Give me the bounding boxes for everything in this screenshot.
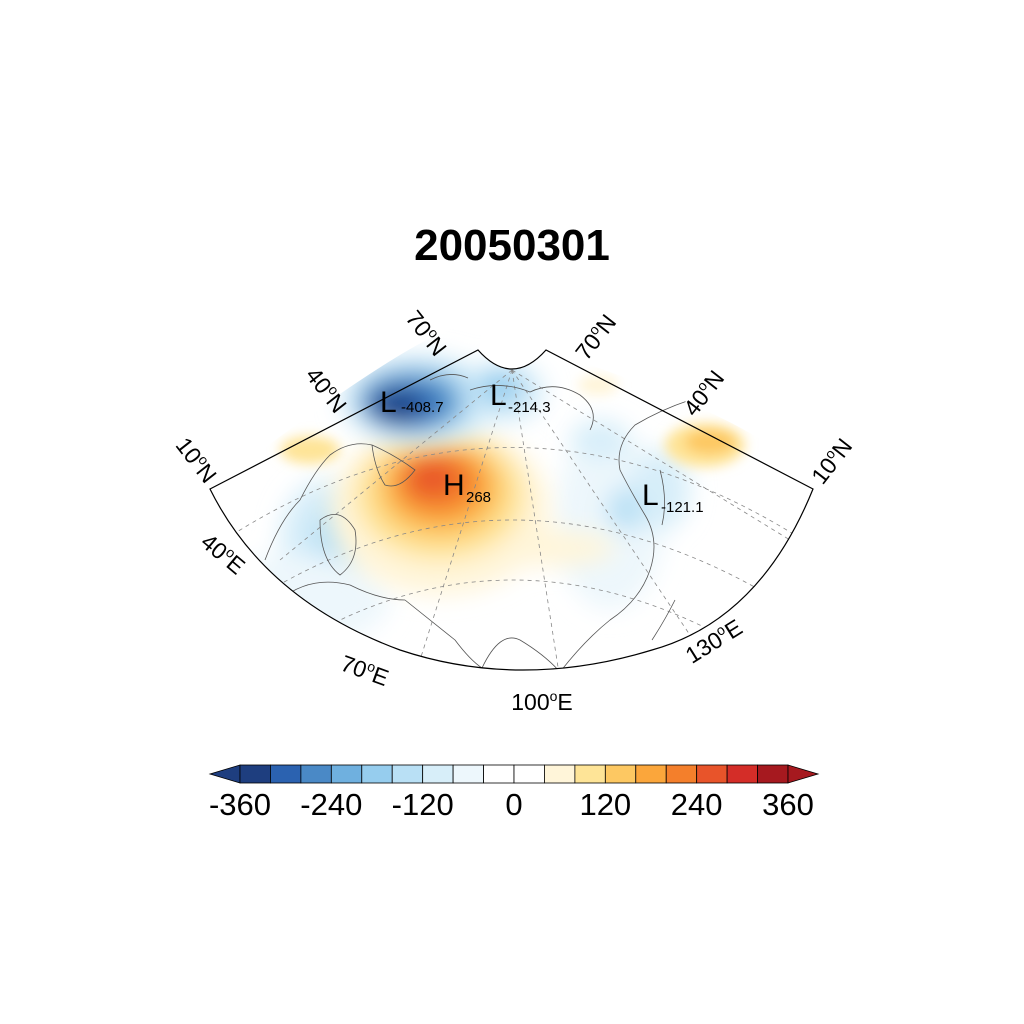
colorbar-swatch (513, 764, 545, 784)
svg-text:-121.1: -121.1 (661, 499, 704, 516)
colorbar-swatch (757, 764, 789, 784)
graticule (231, 369, 796, 670)
colorbar-tick-label: 0 (505, 787, 522, 822)
colorbar-swatch (391, 764, 424, 784)
colorbar-extend-low (208, 764, 241, 784)
colorbar: -360 -240 -120 0 120 240 360 (208, 764, 820, 822)
map-title: 20050301 (414, 221, 610, 270)
colorbar-swatch (635, 764, 667, 784)
extreme-marker-low-3: L -121.1 (642, 479, 704, 516)
colorbar-tick-label: -240 (300, 787, 362, 822)
svg-text:H: H (443, 469, 465, 502)
colorbar-swatch (544, 764, 576, 784)
colorbar-swatch (574, 764, 606, 784)
colorbar-swatch (604, 764, 637, 784)
colorbar-swatch (270, 764, 302, 784)
colorbar-swatch (665, 764, 698, 784)
colorbar-extend-high (787, 764, 820, 784)
lat-label-10n-right: 10oN (805, 433, 857, 489)
coastlines (264, 374, 691, 670)
svg-text:-408.7: -408.7 (401, 399, 444, 416)
lat-label-70n-right: 70oN (569, 309, 621, 365)
colorbar-swatch (239, 764, 271, 784)
lon-label-70e: 70oE (337, 649, 392, 691)
colorbar-swatch (696, 764, 728, 784)
svg-text:-214.3: -214.3 (508, 399, 551, 416)
lat-label-10n-left: 10oN (171, 432, 223, 488)
colorbar-swatch (483, 764, 515, 784)
colorbar-swatch (361, 764, 393, 784)
svg-text:L: L (490, 379, 507, 412)
extreme-marker-low-2: L -214.3 (490, 379, 551, 416)
colorbar-tick-label: -360 (209, 787, 271, 822)
svg-text:L: L (380, 386, 397, 419)
lon-label-100e: 100oE (511, 688, 573, 715)
colorbar-tick-label: 120 (579, 787, 631, 822)
colorbar-swatch (422, 764, 454, 784)
extreme-marker-low-1: L -408.7 (380, 386, 444, 419)
map-border (209, 349, 814, 671)
colorbar-tick-label: -120 (392, 787, 454, 822)
extreme-marker-high: H 268 (443, 469, 491, 506)
colorbar-swatch (330, 764, 363, 784)
colorbar-tick-label: 240 (671, 787, 723, 822)
svg-text:L: L (642, 479, 659, 512)
colorbar-swatch (300, 764, 332, 784)
colorbar-swatch (726, 764, 758, 784)
colorbar-swatch (452, 764, 484, 784)
svg-text:268: 268 (466, 489, 491, 506)
colorbar-tick-label: 360 (762, 787, 814, 822)
